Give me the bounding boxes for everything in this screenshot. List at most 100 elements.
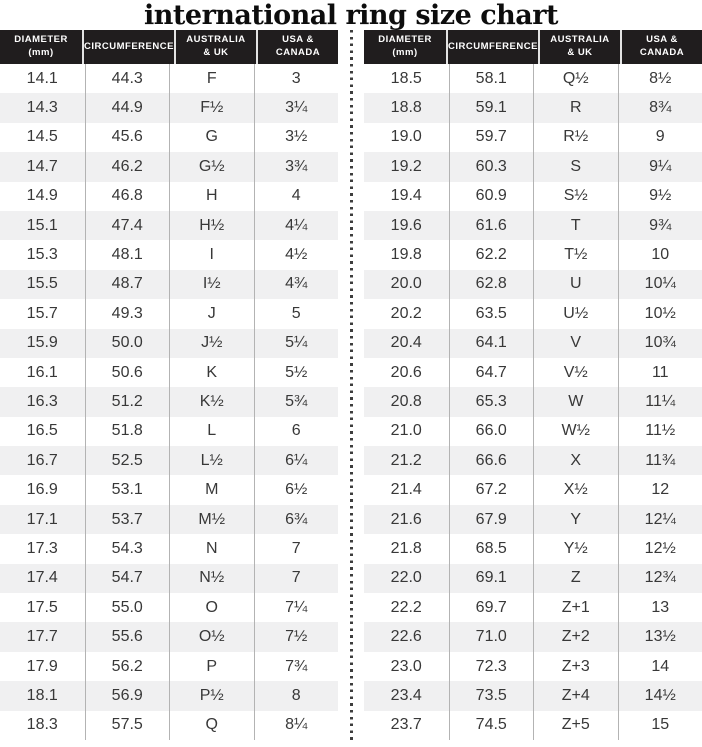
table-cell: 49.3 xyxy=(84,299,170,329)
table-cell: 17.5 xyxy=(26,598,58,616)
table-row: 22.0 69.1 Z 12¾ xyxy=(364,563,702,594)
table-cell: 17.1 xyxy=(26,510,58,528)
table-row: 17.3 54.3 N 7 xyxy=(0,534,338,564)
table-cell: L½ xyxy=(169,446,254,476)
table-cell: 15 xyxy=(617,710,702,740)
table-cell: 9½ xyxy=(617,181,702,211)
table-cell: Z xyxy=(533,563,618,594)
page-title: international ring size chart xyxy=(144,0,558,31)
table-row: 15.3 48.1 I 4½ xyxy=(0,240,339,270)
table-cell: 46.2 xyxy=(84,152,170,182)
table-row: 18.8 59.1 R 8¾ xyxy=(364,93,702,123)
column-header: USA & CANADA xyxy=(255,30,338,64)
ring-size-table-right: DIAMETER (mm) CIRCUMFERENCE AUSTRALIA & UK US… xyxy=(364,30,702,740)
table-row: 21.4 67.2 X½ 12 xyxy=(364,475,702,505)
table-header-row: DIAMETER (mm) CIRCUMFERENCE AUSTRALIA & UK US… xyxy=(0,30,338,64)
table-header-row: DIAMETER (mm) CIRCUMFERENCE AUSTRALIA & UK US… xyxy=(364,30,702,64)
table-cell: 23.4 xyxy=(390,686,422,704)
table-cell: 5¼ xyxy=(253,328,339,358)
table-cell: 14.9 xyxy=(26,187,58,205)
dotted-divider-line xyxy=(350,30,353,744)
table-cell: 66.6 xyxy=(448,446,534,476)
table-row: 19.6 61.6 T 9¾ xyxy=(364,210,702,241)
table-cell: 19.6 xyxy=(390,216,422,234)
table-cell: H½ xyxy=(169,210,254,241)
table-cell: P½ xyxy=(169,681,254,711)
table-cell: 59.1 xyxy=(448,93,534,123)
table-cell: 11¼ xyxy=(617,387,702,417)
table-cell: 53.1 xyxy=(84,475,170,505)
table-cell: 62.8 xyxy=(448,269,534,300)
table-cell: 12 xyxy=(617,475,702,505)
table-cell: S xyxy=(533,152,618,182)
table-cell: Z+3 xyxy=(533,651,618,682)
table-cell: V xyxy=(533,328,618,358)
table-cell: 10 xyxy=(617,240,702,270)
column-header: USA & CANADA xyxy=(619,30,702,64)
table-row: 16.7 52.5 L½ 6¼ xyxy=(0,446,338,476)
table-cell: 44.9 xyxy=(84,93,170,123)
table-row: 16.3 51.2 K½ 5¾ xyxy=(0,387,339,417)
table-cell: Y xyxy=(533,504,618,535)
table-row: 22.2 69.7 Z+1 13 xyxy=(364,593,702,623)
table-cell: 18.1 xyxy=(26,686,58,704)
table-cell: 11½ xyxy=(617,416,702,447)
table-cell: F xyxy=(169,64,254,94)
table-cell: 52.5 xyxy=(84,446,170,476)
table-cell: 5¾ xyxy=(253,387,339,417)
table-row: 19.8 62.2 T½ 10 xyxy=(364,240,702,270)
table-cell: 45.6 xyxy=(84,122,170,153)
table-cell: Z+1 xyxy=(533,593,618,623)
table-cell: 64.1 xyxy=(448,328,534,358)
table-cell: 20.6 xyxy=(390,363,422,381)
table-cell: 6 xyxy=(253,416,339,447)
table-cell: 72.3 xyxy=(448,651,534,682)
table-row: 21.0 66.0 W½ 11½ xyxy=(364,416,702,447)
table-cell: 54.3 xyxy=(84,534,170,564)
table-cell: 22.2 xyxy=(390,598,422,616)
table-cell: 3½ xyxy=(253,122,339,153)
table-cell: 23.0 xyxy=(390,657,422,675)
table-cell: 4¼ xyxy=(253,210,339,241)
table-cell: U½ xyxy=(533,299,618,329)
table-row: 20.8 65.3 W 11¼ xyxy=(364,387,702,417)
table-row: 15.7 49.3 J 5 xyxy=(0,299,338,329)
table-cell: 71.0 xyxy=(448,622,534,652)
table-cell: 11 xyxy=(617,357,702,388)
table-cell: 15.9 xyxy=(26,334,58,352)
table-row: 17.1 53.7 M½ 6¾ xyxy=(0,504,338,535)
table-row: 18.3 57.5 Q 8¼ xyxy=(0,710,338,740)
table-cell: R½ xyxy=(533,122,618,153)
table-cell: 14.1 xyxy=(26,69,58,87)
table-cell: M xyxy=(169,475,254,505)
table-cell: Y½ xyxy=(533,534,618,564)
table-cell: 51.8 xyxy=(84,416,170,447)
table-row: 16.5 51.8 L 6 xyxy=(0,416,339,447)
column-header: AUSTRALIA & UK xyxy=(173,30,256,64)
table-cell: 13½ xyxy=(617,622,702,652)
table-row: 20.2 63.5 U½ 10½ xyxy=(364,299,702,329)
table-cell: 4¾ xyxy=(253,269,339,300)
table-cell: 19.8 xyxy=(390,246,422,264)
table-cell: Z+4 xyxy=(533,681,618,711)
table-cell: 3 xyxy=(253,64,339,94)
table-row: 15.9 50.0 J½ 5¼ xyxy=(0,328,339,358)
table-cell: 4½ xyxy=(253,240,339,270)
table-cell: 14 xyxy=(617,651,702,682)
table-cell: 5½ xyxy=(253,357,339,388)
table-row: 19.0 59.7 R½ 9 xyxy=(364,122,702,153)
table-cell: 57.5 xyxy=(84,710,170,740)
table-row: 15.5 48.7 I½ 4¾ xyxy=(0,269,339,300)
table-cell: 63.5 xyxy=(448,299,534,329)
table-cell: 56.9 xyxy=(84,681,170,711)
table-cell: 22.6 xyxy=(390,628,422,646)
table-cell: 3¼ xyxy=(253,93,339,123)
table-cell: 14.3 xyxy=(26,99,58,117)
table-cell: 69.7 xyxy=(448,593,534,623)
table-cell: 14½ xyxy=(617,681,702,711)
table-row: 18.1 56.9 P½ 8 xyxy=(0,681,338,711)
table-cell: R xyxy=(533,93,618,123)
table-cell: Q½ xyxy=(533,64,618,94)
table-cell: G xyxy=(169,122,254,153)
table-row: 19.2 60.3 S 9¼ xyxy=(364,152,702,182)
